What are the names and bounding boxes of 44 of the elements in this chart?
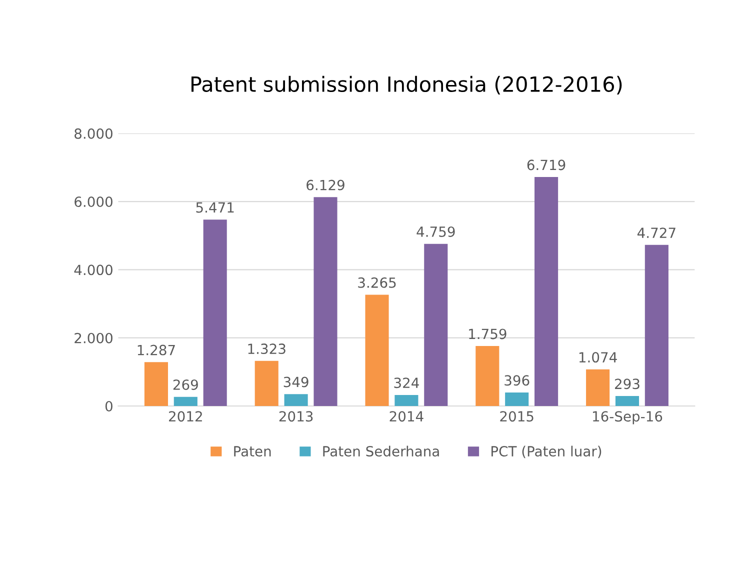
bar — [254, 360, 278, 406]
bar — [534, 177, 558, 406]
y-tick-label: 0 — [105, 400, 112, 412]
legend-label: Paten — [234, 446, 271, 457]
data-label: 1.323 — [248, 344, 286, 354]
data-label: 5.471 — [196, 202, 234, 213]
data-label: 293 — [615, 378, 640, 390]
bar — [586, 369, 610, 406]
bar — [424, 244, 448, 406]
data-label: 4.727 — [637, 228, 676, 238]
bar — [365, 294, 389, 406]
bar — [144, 362, 168, 406]
data-label: 324 — [394, 378, 419, 388]
x-tick-label: 2012 — [169, 411, 202, 422]
bar — [394, 394, 418, 406]
bar — [314, 197, 338, 406]
y-tick-label: 8.000 — [74, 128, 112, 139]
data-label: 3.265 — [358, 277, 396, 288]
bar — [476, 346, 500, 406]
data-label: 1.287 — [138, 344, 175, 356]
x-tick-label: 2014 — [390, 411, 424, 422]
legend-label: Paten Sederhana — [323, 446, 439, 457]
data-label: 1.759 — [469, 328, 506, 340]
x-tick-label: 2015 — [500, 411, 534, 422]
legend-label: PCT (Paten luar) — [492, 446, 602, 458]
data-label: 1.074 — [579, 352, 617, 363]
y-tick-label: 2.000 — [74, 332, 112, 344]
data-label: 6.719 — [527, 160, 566, 170]
x-tick-label: 16-Sep-16 — [592, 411, 662, 424]
bar — [203, 220, 227, 406]
x-tick-label: 2013 — [279, 411, 313, 422]
bar — [174, 396, 198, 406]
chart-title: Patent submission Indonesia (2012-2016) — [192, 76, 622, 94]
bar — [284, 394, 308, 406]
data-label: 269 — [173, 379, 198, 390]
data-label: 396 — [504, 375, 530, 386]
bar — [644, 244, 668, 406]
bar — [505, 392, 529, 406]
data-label: 6.129 — [306, 180, 344, 190]
y-tick-label: 6.000 — [74, 196, 112, 208]
data-label: 349 — [284, 376, 308, 388]
y-tick-label: 4.000 — [74, 264, 112, 276]
data-label: 4.759 — [416, 226, 455, 237]
bar — [615, 396, 640, 406]
